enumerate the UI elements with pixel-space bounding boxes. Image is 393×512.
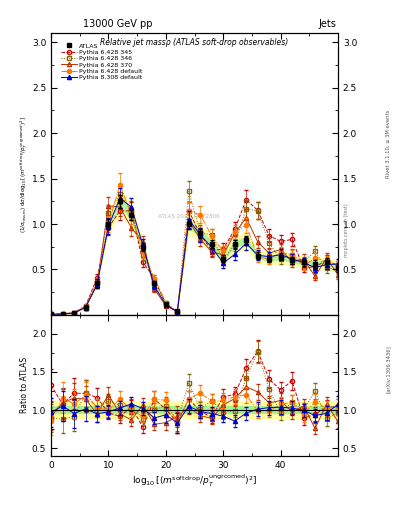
Text: [arXiv:1306.3436]: [arXiv:1306.3436]: [386, 345, 391, 393]
Text: Jets: Jets: [318, 19, 336, 30]
X-axis label: $\log_{10}[(m^{\mathrm{soft\,drop}}/p_T^{\mathrm{ungroomed}})^2]$: $\log_{10}[(m^{\mathrm{soft\,drop}}/p_T^…: [132, 472, 257, 488]
Text: Relative jet massρ (ATLAS soft-drop observables): Relative jet massρ (ATLAS soft-drop obse…: [100, 37, 289, 47]
Y-axis label: $(1/\sigma_\mathrm{resum})\ \mathrm{d}\sigma/\mathrm{d}\log_{10}[(m^{\mathrm{sof: $(1/\sigma_\mathrm{resum})\ \mathrm{d}\s…: [19, 116, 31, 232]
Text: Rivet 3.1.10, ≥ 3M events: Rivet 3.1.10, ≥ 3M events: [386, 109, 391, 178]
Text: mcplots.cern.ch (test): mcplots.cern.ch (test): [344, 204, 349, 257]
Legend: ATLAS, Pythia 6.428 345, Pythia 6.428 346, Pythia 6.428 370, Pythia 6.428 defaul: ATLAS, Pythia 6.428 345, Pythia 6.428 34…: [60, 42, 144, 81]
Y-axis label: Ratio to ATLAS: Ratio to ATLAS: [20, 357, 29, 413]
Text: 13000 GeV pp: 13000 GeV pp: [83, 19, 152, 30]
Text: ATLAS 2019_I1772806: ATLAS 2019_I1772806: [158, 214, 220, 219]
